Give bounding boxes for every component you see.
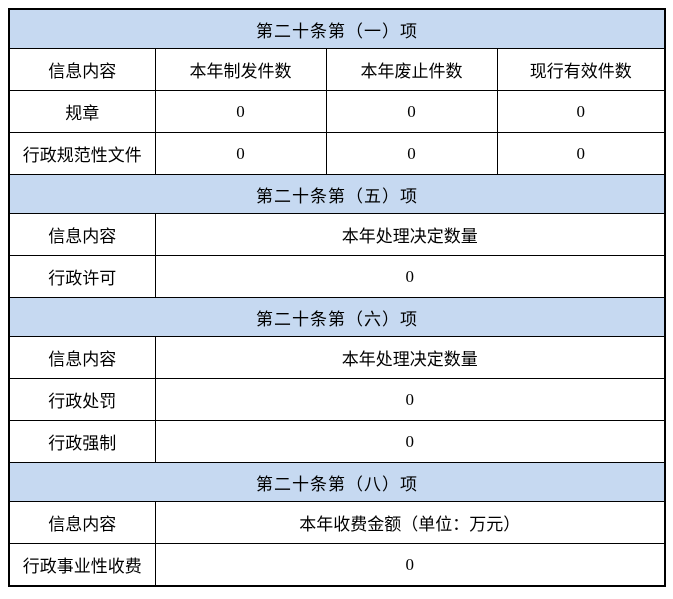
section-header-row: 第二十条第（八）项 — [8, 462, 666, 502]
table-row: 行政事业性收费 0 — [8, 543, 666, 587]
column-header: 信息内容 — [8, 501, 156, 544]
cell-value: 0 — [154, 420, 666, 463]
cell-value: 0 — [154, 543, 666, 587]
section-header-row: 第二十条第（六）项 — [8, 297, 666, 337]
cell-value: 0 — [325, 90, 498, 133]
column-header: 本年处理决定数量 — [154, 336, 666, 379]
cell-value: 0 — [154, 378, 666, 421]
column-header: 本年收费金额（单位：万元） — [154, 501, 666, 544]
column-header-row: 信息内容 本年处理决定数量 — [8, 213, 666, 256]
table-row: 行政规范性文件 0 0 0 — [8, 132, 666, 175]
row-label: 行政处罚 — [8, 378, 156, 421]
column-header: 本年废止件数 — [325, 48, 498, 91]
column-header: 本年制发件数 — [154, 48, 327, 91]
table-row: 行政许可 0 — [8, 255, 666, 298]
column-header: 信息内容 — [8, 336, 156, 379]
section-header-row: 第二十条第（一）项 — [8, 8, 666, 49]
section-title: 第二十条第（六）项 — [8, 297, 666, 337]
row-label: 规章 — [8, 90, 156, 133]
column-header-row: 信息内容 本年处理决定数量 — [8, 336, 666, 379]
disclosure-statistics-table: 第二十条第（一）项 信息内容 本年制发件数 本年废止件数 现行有效件数 规章 0… — [8, 8, 666, 587]
section-header-row: 第二十条第（五）项 — [8, 174, 666, 214]
column-header: 信息内容 — [8, 213, 156, 256]
cell-value: 0 — [154, 132, 327, 175]
column-header: 信息内容 — [8, 48, 156, 91]
cell-value: 0 — [154, 255, 666, 298]
column-header-row: 信息内容 本年收费金额（单位：万元） — [8, 501, 666, 544]
column-header-row: 信息内容 本年制发件数 本年废止件数 现行有效件数 — [8, 48, 666, 91]
table-row: 行政处罚 0 — [8, 378, 666, 421]
cell-value: 0 — [496, 132, 666, 175]
table-row: 行政强制 0 — [8, 420, 666, 463]
cell-value: 0 — [325, 132, 498, 175]
section-title: 第二十条第（一）项 — [8, 8, 666, 49]
row-label: 行政许可 — [8, 255, 156, 298]
section-title: 第二十条第（五）项 — [8, 174, 666, 214]
column-header: 现行有效件数 — [496, 48, 666, 91]
row-label: 行政事业性收费 — [8, 543, 156, 587]
section-title: 第二十条第（八）项 — [8, 462, 666, 502]
cell-value: 0 — [154, 90, 327, 133]
table-row: 规章 0 0 0 — [8, 90, 666, 133]
cell-value: 0 — [496, 90, 666, 133]
row-label: 行政规范性文件 — [8, 132, 156, 175]
row-label: 行政强制 — [8, 420, 156, 463]
column-header: 本年处理决定数量 — [154, 213, 666, 256]
